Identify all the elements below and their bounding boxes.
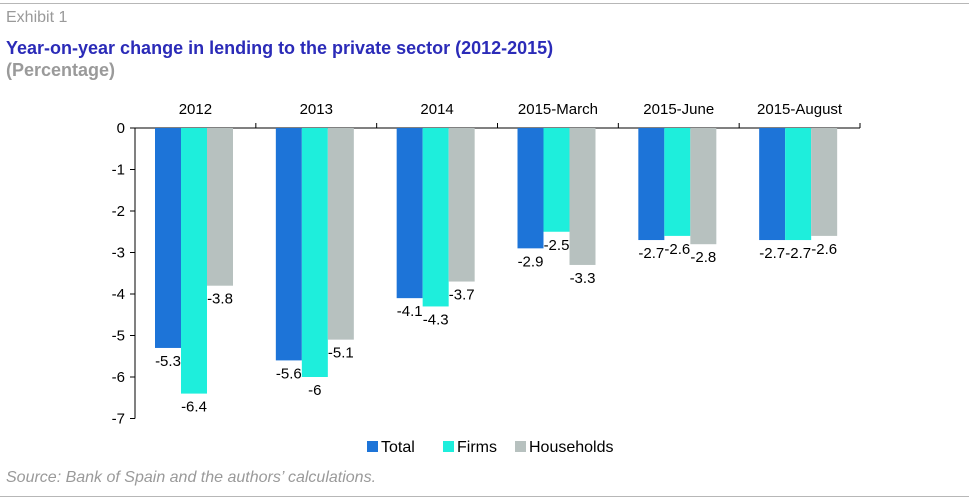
bar-households — [811, 128, 838, 236]
bar-total — [155, 128, 181, 348]
top-rule — [0, 3, 969, 4]
data-label: -6.4 — [181, 399, 207, 416]
data-label: -5.3 — [155, 353, 181, 370]
bar-total — [638, 128, 665, 241]
bar-households — [207, 128, 233, 286]
data-label: -3.8 — [207, 291, 233, 308]
data-label: -3.3 — [570, 270, 596, 287]
y-tick-label: -5 — [112, 328, 125, 345]
legend-label: Total — [381, 439, 415, 456]
bar-total — [275, 128, 302, 361]
data-label: -2.7 — [638, 245, 664, 262]
category-label: 2015-March — [518, 101, 598, 118]
legend-label: Firms — [457, 439, 497, 456]
y-tick-label: 0 — [117, 120, 125, 137]
data-label: -2.6 — [811, 241, 837, 258]
data-label: -3.7 — [449, 287, 475, 304]
category-label: 2015-August — [757, 101, 843, 118]
data-label: -4.1 — [397, 303, 423, 320]
legend-swatch — [367, 441, 378, 452]
bar-households — [690, 128, 717, 245]
data-label: -2.8 — [690, 249, 716, 266]
category-label: 2013 — [300, 101, 333, 118]
data-label: -2.6 — [664, 241, 690, 258]
bar-firms — [785, 128, 812, 241]
category-label: 2014 — [420, 101, 453, 118]
bar-households — [448, 128, 475, 282]
category-label: 2015-June — [643, 101, 714, 118]
bar-total — [759, 128, 786, 241]
bar-total — [517, 128, 544, 249]
bottom-rule — [0, 496, 969, 497]
data-label: -2.7 — [759, 245, 785, 262]
legend-label: Households — [529, 439, 614, 456]
data-label: -6 — [308, 382, 321, 399]
y-tick-label: -3 — [112, 245, 125, 262]
y-tick-label: -1 — [112, 162, 125, 179]
data-label: -2.5 — [544, 237, 570, 254]
chart-title: Year-on-year change in lending to the pr… — [6, 38, 554, 58]
bar-firms — [181, 128, 207, 394]
legend-swatch — [443, 441, 454, 452]
bar-firms — [301, 128, 328, 377]
y-tick-label: -7 — [112, 411, 125, 428]
bar-firms — [543, 128, 570, 232]
chart-subtitle: (Percentage) — [6, 60, 116, 80]
data-label: -5.6 — [276, 365, 302, 382]
data-label: -4.3 — [423, 311, 449, 328]
data-label: -2.9 — [518, 253, 544, 270]
bar-total — [396, 128, 423, 299]
source-note: Source: Bank of Spain and the authors’ c… — [6, 469, 377, 486]
data-label: -2.7 — [785, 245, 811, 262]
exhibit-label: Exhibit 1 — [6, 9, 68, 26]
data-label: -5.1 — [328, 345, 354, 362]
y-tick-label: -6 — [112, 369, 125, 386]
legend-swatch — [515, 441, 526, 452]
bar-households — [569, 128, 596, 265]
bar-firms — [664, 128, 691, 236]
category-label: 2012 — [179, 101, 212, 118]
y-tick-label: -2 — [112, 203, 125, 220]
bar-households — [327, 128, 354, 340]
y-tick-label: -4 — [112, 286, 125, 303]
bar-firms — [422, 128, 449, 307]
